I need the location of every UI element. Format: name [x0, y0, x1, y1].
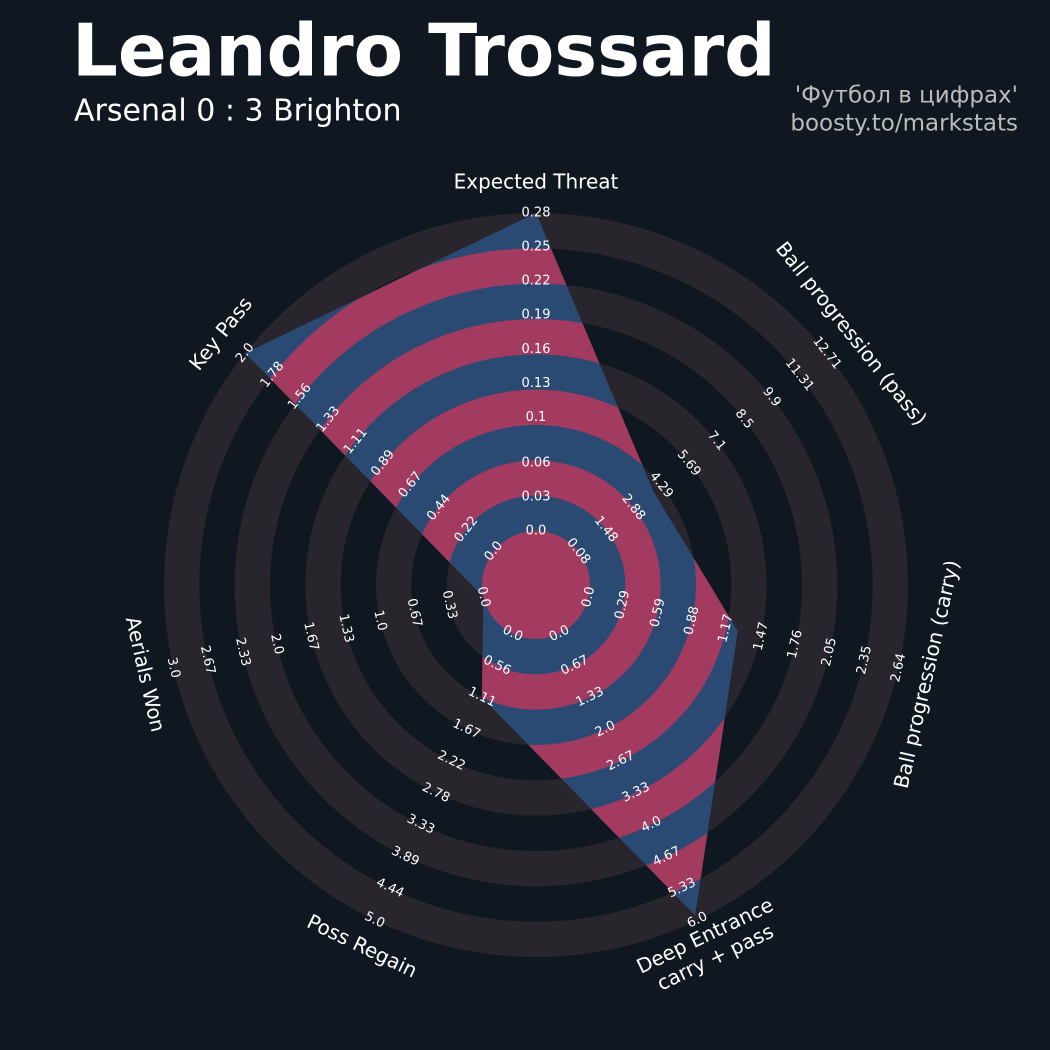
tick-label: 0.0	[579, 585, 598, 609]
tick-label: 1.17	[715, 613, 736, 645]
tick-label: 0.59	[647, 597, 668, 629]
credit: 'Футбол в цифрах'	[795, 83, 1018, 109]
param-label: Expected Threat	[454, 170, 619, 194]
credit: boosty.to/markstats	[790, 111, 1018, 137]
tick-label: 1.47	[751, 621, 772, 653]
tick-label: 0.19	[522, 308, 551, 323]
chart-subtitle: Arsenal 0 : 3 Brighton	[74, 94, 402, 129]
tick-label: 2.05	[819, 636, 840, 668]
radar-ring	[482, 531, 590, 639]
tick-label: 1.67	[300, 621, 321, 653]
tick-label: 0.88	[681, 605, 702, 637]
tick-label: 0.0	[526, 524, 547, 539]
tick-label: 2.35	[854, 644, 875, 676]
tick-label: 0.22	[522, 274, 551, 289]
tick-label: 0.1	[526, 410, 547, 425]
tick-label: 0.25	[522, 240, 551, 255]
tick-label: 0.28	[522, 206, 551, 221]
tick-label: 2.67	[197, 644, 218, 676]
tick-label: 0.06	[522, 455, 551, 470]
tick-label: 0.67	[404, 597, 425, 629]
chart-title: Leandro Trossard	[72, 9, 776, 93]
tick-label: 0.29	[612, 589, 633, 621]
tick-label: 2.64	[888, 652, 909, 684]
tick-label: 2.33	[232, 636, 253, 668]
tick-label: 0.03	[522, 489, 551, 504]
tick-label: 3.0	[164, 656, 183, 680]
tick-label: 0.13	[522, 376, 551, 391]
tick-label: 1.76	[785, 628, 806, 660]
tick-label: 0.16	[522, 342, 551, 357]
tick-label: 1.0	[370, 609, 389, 633]
tick-label: 1.33	[335, 613, 356, 645]
tick-label: 0.0	[474, 585, 493, 609]
tick-label: 0.33	[439, 589, 460, 621]
tick-label: 2.0	[267, 632, 286, 656]
